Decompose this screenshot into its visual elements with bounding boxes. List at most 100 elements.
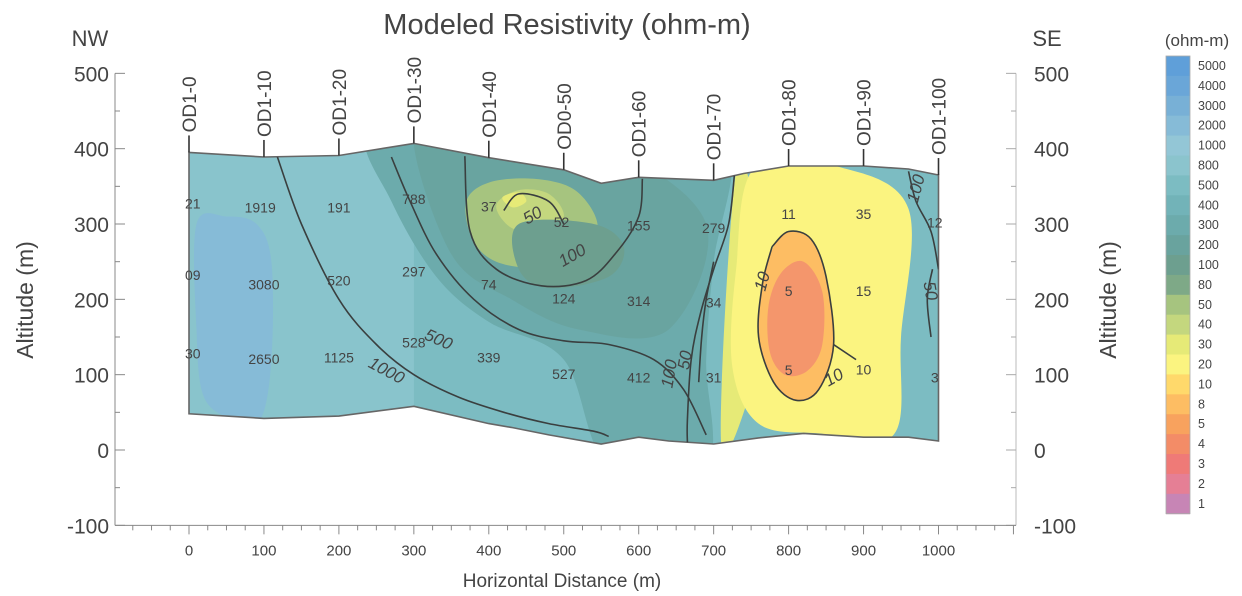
colorbar-label: 2000 [1198, 119, 1226, 133]
nw-label: NW [72, 26, 109, 51]
colorbar-swatch [1166, 215, 1190, 236]
colorbar-label: 30 [1198, 338, 1212, 352]
y-tick-label-right: 500 [1034, 63, 1069, 86]
y-tick-label-right: 200 [1034, 289, 1069, 312]
y-tick-label-left: 400 [74, 139, 109, 162]
x-tick-label: 700 [701, 542, 726, 559]
station-label: OD1-60 [630, 91, 651, 158]
contour-label: 50 [919, 280, 941, 302]
colorbar-label: 4000 [1198, 79, 1226, 93]
station-label: OD1-20 [330, 69, 351, 136]
colorbar-swatch [1166, 374, 1190, 395]
colorbar-swatch [1166, 175, 1190, 196]
value-label: 412 [627, 370, 651, 386]
y-tick-label-right: -100 [1034, 515, 1076, 538]
value-label: 5 [785, 283, 793, 299]
value-label: 124 [552, 291, 576, 307]
colorbar-label: 500 [1198, 178, 1219, 192]
value-label: 30 [185, 346, 201, 362]
y-axis-label-right: Altitude (m) [1095, 241, 1121, 359]
y-axis-label-left: Altitude (m) [12, 241, 38, 359]
region-100 [511, 219, 625, 289]
x-tick-label: 900 [851, 542, 876, 559]
x-axis: 0 100 200 300 400 500 600 700 800 900 1000 [115, 524, 1016, 559]
contour-line-1000 [276, 156, 609, 438]
contour-line-10 [833, 343, 857, 361]
colorbar-label: 300 [1198, 218, 1219, 232]
colorbar-label: 5000 [1198, 59, 1226, 73]
station-label: OD0-50 [555, 83, 576, 150]
colorbar-label: 200 [1198, 238, 1219, 252]
value-label: 31 [706, 370, 722, 386]
colorbar-swatch [1166, 334, 1190, 355]
colorbar-label: 20 [1198, 358, 1212, 372]
value-label: 21 [185, 196, 201, 212]
station-label: OD1-80 [780, 79, 801, 146]
value-label: 297 [402, 263, 426, 279]
value-label: 788 [402, 191, 426, 207]
colorbar-swatch [1166, 434, 1190, 455]
x-tick-label: 500 [551, 542, 576, 559]
colorbar-legend: (ohm-m) 5000 4000 3000 2000 1000 800 500 400 300… [1165, 31, 1229, 515]
contour-line-50 [697, 261, 715, 383]
colorbar-swatch [1166, 255, 1190, 276]
contour-label: 10 [751, 269, 774, 293]
x-tick-label: 800 [776, 542, 801, 559]
colorbar-label: 4 [1198, 437, 1205, 451]
value-label: 314 [627, 293, 651, 309]
value-label: 35 [856, 206, 872, 222]
right-y-axis: 500 400 300 200 100 0 -100 [1006, 63, 1076, 538]
x-tick-label: 200 [326, 542, 351, 559]
colorbar-label: 3000 [1198, 99, 1226, 113]
x-tick-label: 300 [401, 542, 426, 559]
colorbar-swatch [1166, 493, 1190, 515]
colorbar-swatch [1166, 454, 1190, 475]
colorbar-swatch [1166, 235, 1190, 256]
station-label: OD1-90 [855, 79, 876, 146]
value-label: 74 [481, 276, 497, 292]
chart-title: Modeled Resistivity (ohm-m) [383, 9, 750, 41]
value-label: 2650 [248, 351, 279, 367]
station-label: OD1-10 [255, 70, 276, 137]
colorbar-swatch [1166, 314, 1190, 336]
y-tick-label-right: 100 [1034, 365, 1069, 388]
y-tick-label-right: 300 [1034, 214, 1069, 237]
left-y-axis: 500 400 300 200 100 0 -100 [67, 63, 125, 538]
colorbar-label: 3 [1198, 457, 1205, 471]
resistivity-section [188, 142, 940, 445]
contour-line-100 [686, 172, 736, 443]
x-tick-label: 100 [251, 542, 276, 559]
contour-line-50 [926, 269, 934, 338]
x-tick-label: 400 [476, 542, 501, 559]
value-label: 37 [481, 199, 497, 215]
value-label: 1919 [245, 199, 276, 215]
contour-line-50 [503, 192, 565, 225]
station-label: OD1-0 [180, 76, 201, 132]
y-tick-label-left: 500 [74, 63, 109, 86]
value-label: 10 [856, 361, 872, 377]
colorbar-label: 40 [1198, 318, 1212, 332]
colorbar-label: 400 [1198, 198, 1219, 212]
contour-line-10 [757, 230, 835, 402]
value-label: 5 [785, 362, 793, 378]
station-label: OD1-100 [930, 78, 951, 155]
y-tick-label-left: 0 [97, 440, 109, 463]
x-tick-label: 600 [626, 542, 651, 559]
value-label: 527 [552, 366, 576, 382]
colorbar-label: 8 [1198, 397, 1205, 411]
value-label: 12 [927, 215, 943, 231]
colorbar-swatch [1166, 135, 1190, 156]
value-label: 191 [327, 199, 351, 215]
colorbar-label: 80 [1198, 278, 1212, 292]
stations: OD1-0 OD1-10 OD1-20 OD1-30 OD1-40 OD0-50 OD1-6… [180, 57, 951, 181]
station-label: OD1-40 [480, 71, 501, 138]
colorbar-label: 100 [1198, 258, 1219, 272]
y-tick-label-left: 200 [74, 289, 109, 312]
region-1000 [193, 213, 274, 426]
colorbar-swatch [1166, 115, 1190, 137]
colorbar-label: 1 [1198, 497, 1205, 511]
y-tick-label-left: 300 [74, 214, 109, 237]
contour-label: 100 [657, 358, 681, 390]
value-label: 11 [781, 206, 796, 222]
